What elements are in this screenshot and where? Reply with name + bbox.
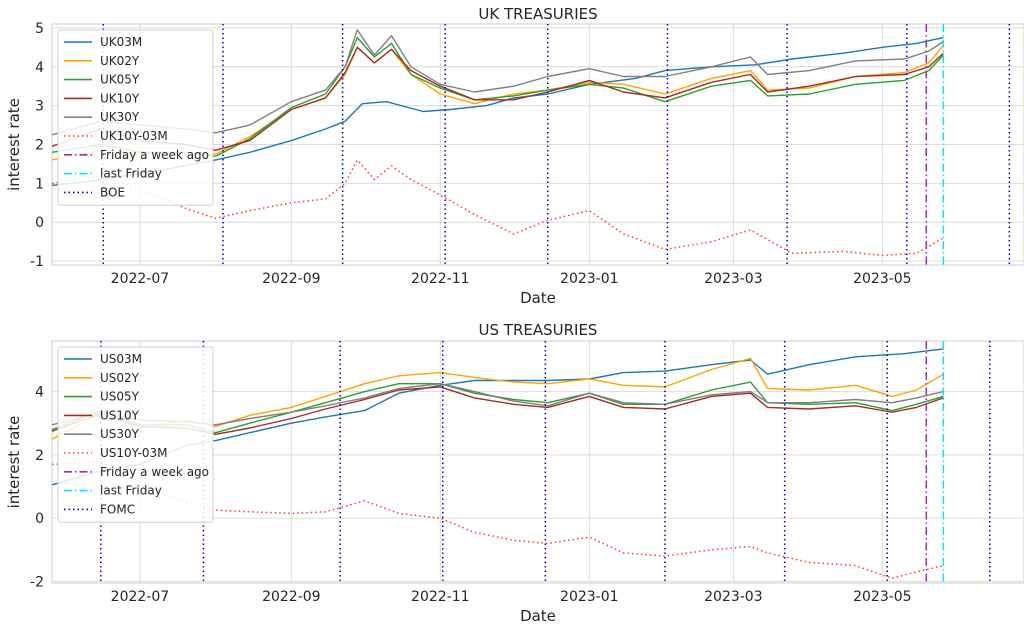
chart-title: US TREASURIES	[479, 321, 598, 339]
legend-label: US02Y	[100, 371, 140, 385]
legend-label: US05Y	[100, 390, 140, 404]
y-axis-label: interest rate	[5, 416, 23, 509]
y-tick-label: 2	[35, 138, 44, 154]
x-axis-label: Date	[520, 607, 556, 625]
y-tick-label: 3	[35, 99, 44, 115]
x-tick-label: 2022-09	[262, 589, 321, 605]
legend-label: UK05Y	[100, 73, 140, 87]
series-line-us05y	[52, 381, 944, 434]
x-tick-label: 2023-03	[704, 589, 763, 605]
legend-label: UK10Y-03M	[100, 129, 168, 143]
legend-label: last Friday	[100, 484, 162, 498]
legend-label: Friday a week ago	[100, 465, 209, 479]
x-tick-label: 2023-03	[704, 271, 763, 287]
series-group	[52, 24, 1011, 265]
y-tick-label: 4	[35, 60, 44, 76]
series-line-uk10y	[52, 46, 944, 152]
legend-label: FOMC	[100, 502, 135, 516]
x-axis-label: Date	[520, 289, 556, 307]
y-axis-label: interest rate	[5, 98, 23, 191]
x-tick-label: 2022-11	[411, 271, 470, 287]
legend-label: last Friday	[100, 167, 162, 181]
series-line-uk03m	[52, 36, 944, 186]
chart-panel-0: -1 0 1 2 3 4 5 2022-07 2022-09 2022-11 2023-01 2023…	[5, 5, 1024, 307]
chart-title: UK TREASURIES	[478, 5, 597, 23]
series-line-us10y-03m	[52, 460, 944, 580]
x-tick-label: 2023-05	[853, 271, 912, 287]
y-tick-label: 4	[35, 385, 44, 401]
x-tick-label: 2022-09	[262, 271, 321, 287]
legend-label: Friday a week ago	[100, 148, 209, 162]
series-line-us30y	[52, 383, 944, 426]
legend-box	[57, 346, 214, 523]
x-tick-label: 2023-01	[560, 271, 619, 287]
series-line-us10y	[52, 386, 944, 435]
legend-label: US03M	[100, 352, 142, 366]
x-tick-label: 2022-07	[111, 589, 170, 605]
y-tick-label: -1	[30, 254, 44, 270]
legend-label: US10Y	[100, 408, 140, 422]
series-line-us02y	[52, 357, 944, 440]
y-tick-label: 2	[35, 448, 44, 464]
legend-label: UK03M	[100, 35, 142, 49]
x-tick-label: 2023-05	[853, 589, 912, 605]
legend-label: US10Y-03M	[100, 446, 168, 460]
chart-panel-1: -2 0 2 4 2022-07 2022-09 2022-11 2023-01 2023-03…	[5, 321, 1024, 625]
y-tick-label: 0	[35, 511, 44, 527]
legend-label: UK02Y	[100, 54, 140, 68]
y-tick-label: 5	[35, 21, 44, 37]
legend-label: BOE	[100, 185, 125, 199]
legend-label: UK30Y	[100, 110, 140, 124]
legend-label: UK10Y	[100, 91, 140, 105]
series-line-uk30y	[52, 29, 944, 136]
y-tick-label: 0	[35, 215, 44, 231]
x-tick-label: 2022-07	[111, 271, 170, 287]
x-tick-label: 2022-11	[411, 589, 470, 605]
series-line-uk05y	[52, 36, 944, 157]
y-tick-label: -2	[30, 574, 44, 590]
x-tick-label: 2023-01	[560, 589, 619, 605]
legend-label: US30Y	[100, 427, 140, 441]
legend-box	[57, 29, 214, 206]
y-tick-label: 1	[35, 176, 44, 192]
